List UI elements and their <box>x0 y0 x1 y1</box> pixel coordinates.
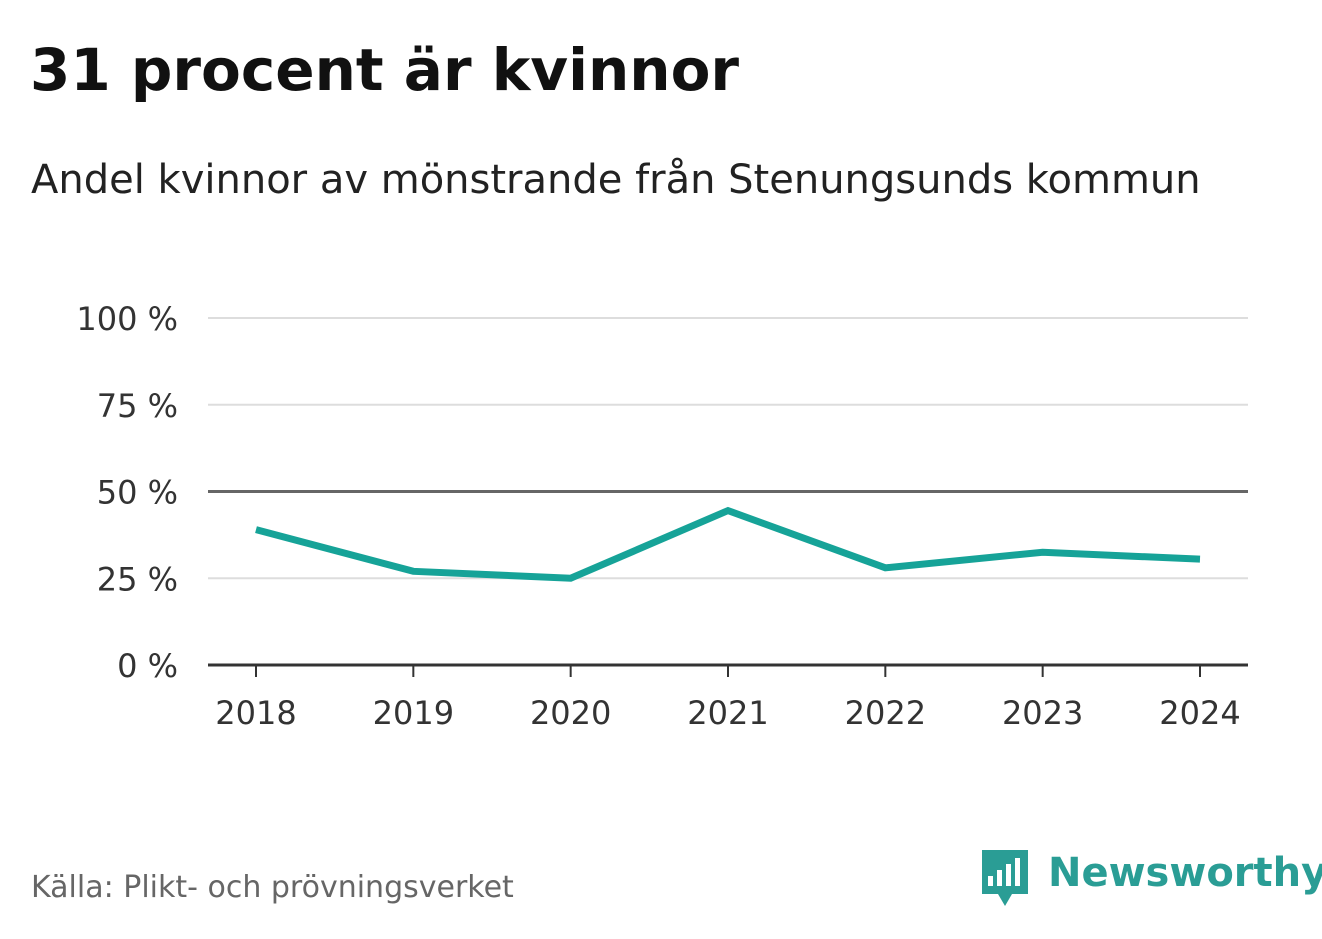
chart-subtitle: Andel kvinnor av mönstrande från Stenung… <box>31 157 1201 203</box>
source-note: Källa: Plikt- och prövningsverket <box>31 870 514 905</box>
newsworthy-logo-icon <box>982 850 1028 906</box>
line-chart: 0 % 25 % 50 % 75 % 100 % 2018 2019 2020 2021 202… <box>76 300 1248 732</box>
x-tick-label: 2019 <box>373 694 454 732</box>
x-axis: 2018 2019 2020 2021 2022 2023 2024 <box>208 663 1248 732</box>
x-tick-label: 2018 <box>215 694 296 732</box>
y-tick-label: 0 % <box>117 647 178 685</box>
brand-logo-block: Newsworthy <box>980 848 1322 912</box>
x-tick-label: 2021 <box>687 694 768 732</box>
y-tick-label: 50 % <box>97 474 178 512</box>
x-tick-label: 2024 <box>1159 694 1240 732</box>
y-axis-labels: 0 % 25 % 50 % 75 % 100 % <box>76 300 178 685</box>
x-tick-label: 2022 <box>845 694 926 732</box>
chart-title: 31 procent är kvinnor <box>30 36 740 104</box>
gridlines <box>208 317 1248 580</box>
x-tick-label: 2023 <box>1002 694 1083 732</box>
y-tick-label: 100 % <box>76 300 178 338</box>
brand-name: Newsworthy <box>1048 850 1322 896</box>
series-line-0 <box>255 506 1201 582</box>
series <box>255 506 1201 582</box>
y-tick-label: 75 % <box>97 387 178 425</box>
x-tick-label: 2020 <box>530 694 611 732</box>
y-tick-label: 25 % <box>97 560 178 598</box>
